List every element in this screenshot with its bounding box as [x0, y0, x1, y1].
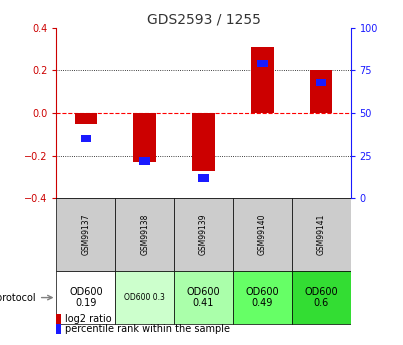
Bar	[192, 113, 215, 171]
Bar	[251, 47, 274, 113]
Bar	[174, 198, 233, 271]
Bar	[174, 271, 233, 324]
Bar	[198, 174, 209, 181]
Text: GSM99137: GSM99137	[81, 214, 90, 255]
Text: OD600
0.19: OD600 0.19	[69, 287, 103, 308]
Bar	[139, 157, 150, 165]
Text: OD600
0.6: OD600 0.6	[304, 287, 338, 308]
Text: OD600 0.3: OD600 0.3	[124, 293, 165, 302]
Text: OD600
0.49: OD600 0.49	[245, 287, 279, 308]
Text: GSM99139: GSM99139	[199, 214, 208, 255]
Bar	[233, 198, 292, 271]
Bar	[56, 324, 60, 334]
Text: GSM99140: GSM99140	[258, 214, 267, 255]
Bar	[115, 271, 174, 324]
Bar	[257, 60, 268, 67]
Text: log2 ratio: log2 ratio	[65, 314, 112, 324]
Bar	[316, 79, 326, 86]
Bar	[310, 70, 332, 113]
Bar	[56, 271, 115, 324]
Bar	[81, 135, 91, 142]
Bar	[75, 113, 97, 124]
Bar	[56, 198, 115, 271]
Bar	[115, 198, 174, 271]
Text: GSM99141: GSM99141	[317, 214, 326, 255]
Bar	[233, 271, 292, 324]
Bar	[292, 271, 351, 324]
Bar	[292, 198, 351, 271]
Text: growth protocol: growth protocol	[0, 293, 36, 303]
Bar	[56, 314, 60, 324]
Title: GDS2593 / 1255: GDS2593 / 1255	[147, 12, 260, 27]
Text: percentile rank within the sample: percentile rank within the sample	[65, 324, 230, 334]
Text: GSM99138: GSM99138	[140, 214, 149, 255]
Text: OD600
0.41: OD600 0.41	[187, 287, 220, 308]
Bar	[133, 113, 156, 162]
